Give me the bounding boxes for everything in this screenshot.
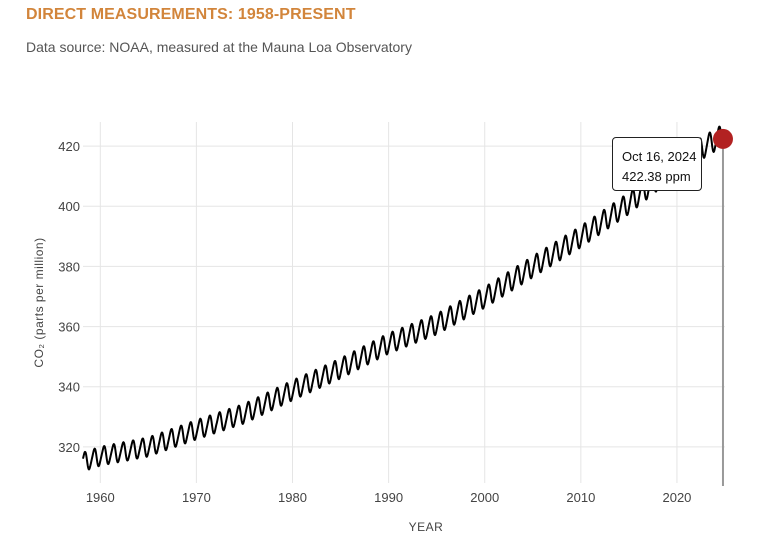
x-tick-label: 2000 [470, 490, 499, 505]
x-tick-label: 1970 [182, 490, 211, 505]
co2-series-line [82, 125, 724, 471]
x-tick-label: 2010 [566, 490, 595, 505]
y-tick-label: 320 [58, 440, 80, 455]
highlight-marker[interactable] [712, 128, 733, 149]
x-axis-ticks: 1960 1970 1980 1990 2000 2010 2020 [86, 490, 692, 505]
chart-subtitle: Data source: NOAA, measured at the Mauna… [26, 39, 412, 55]
tooltip: Oct 16, 2024 422.38 ppm [612, 137, 702, 191]
y-tick-label: 360 [58, 320, 80, 335]
x-tick-label: 1980 [278, 490, 307, 505]
x-tick-label: 2020 [662, 490, 691, 505]
x-axis-label: YEAR [409, 520, 444, 534]
chart-title: DIRECT MEASUREMENTS: 1958-PRESENT [26, 6, 356, 23]
x-tick-label: 1960 [86, 490, 115, 505]
y-tick-label: 400 [58, 199, 80, 214]
y-axis-label: CO₂ (parts per million) [32, 237, 46, 367]
tooltip-date: Oct 16, 2024 [622, 149, 697, 164]
grid [83, 122, 725, 483]
tooltip-value: 422.38 ppm [622, 169, 691, 184]
y-tick-label: 340 [58, 380, 80, 395]
y-axis-ticks: 320 340 360 380 400 420 [58, 139, 80, 455]
y-tick-label: 420 [58, 139, 80, 154]
x-tick-label: 1990 [374, 490, 403, 505]
y-tick-label: 380 [58, 259, 80, 274]
